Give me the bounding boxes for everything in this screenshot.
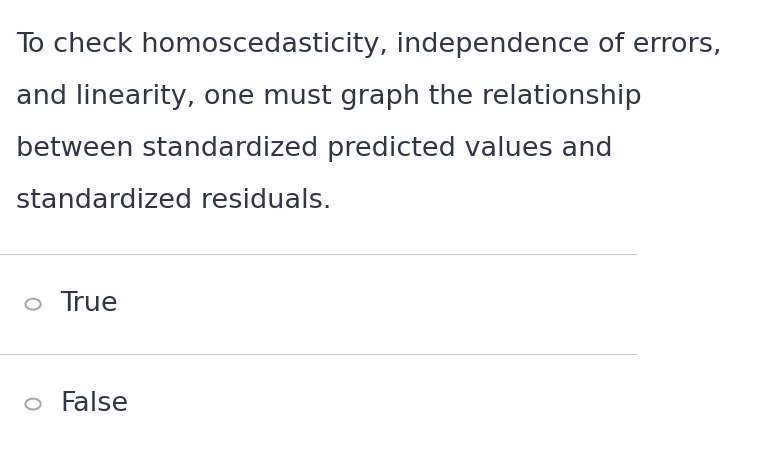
Text: False: False [60, 391, 128, 417]
Text: between standardized predicted values and: between standardized predicted values an… [16, 136, 613, 162]
Text: and linearity, one must graph the relationship: and linearity, one must graph the relati… [16, 84, 642, 110]
Text: True: True [60, 291, 118, 317]
Text: standardized residuals.: standardized residuals. [16, 188, 332, 214]
Text: To check homoscedasticity, independence of errors,: To check homoscedasticity, independence … [16, 32, 721, 58]
